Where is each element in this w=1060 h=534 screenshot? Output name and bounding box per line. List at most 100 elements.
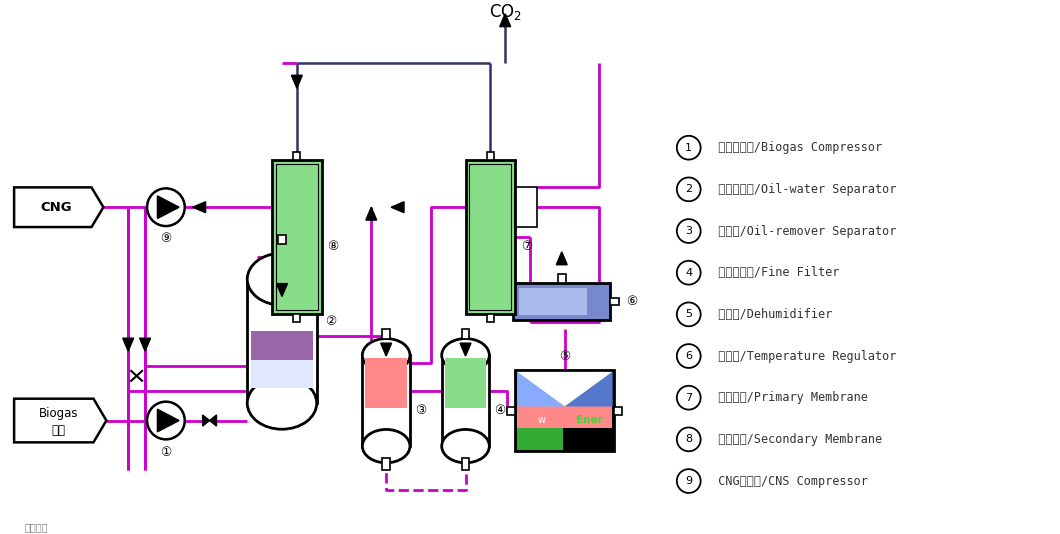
Text: 沼气提纯: 沼气提纯 (24, 523, 48, 533)
Ellipse shape (247, 377, 317, 429)
Polygon shape (140, 338, 151, 351)
Bar (442, 355, 490, 446)
Bar (294, 314, 300, 322)
Circle shape (147, 189, 184, 226)
Text: ④: ④ (494, 404, 506, 417)
Text: Biogas: Biogas (39, 407, 78, 420)
Polygon shape (517, 372, 613, 406)
Bar (465, 160, 515, 314)
Polygon shape (556, 252, 567, 265)
Bar (558, 274, 566, 282)
Text: ⑨: ⑨ (160, 232, 172, 246)
Bar (294, 152, 300, 160)
Bar (276, 164, 318, 310)
Polygon shape (517, 372, 565, 406)
Bar (445, 358, 487, 408)
Bar (247, 279, 317, 403)
Bar (251, 360, 313, 388)
Text: 油水分离器/Oil-water Separator: 油水分离器/Oil-water Separator (704, 183, 896, 196)
Bar (383, 458, 390, 470)
Circle shape (677, 386, 701, 410)
Circle shape (677, 261, 701, 285)
Bar (383, 328, 390, 339)
Text: CNG: CNG (40, 201, 72, 214)
Text: 4: 4 (685, 268, 692, 278)
Bar (366, 358, 407, 408)
Circle shape (677, 469, 701, 493)
Text: 3: 3 (685, 226, 692, 236)
Ellipse shape (247, 253, 317, 305)
Ellipse shape (363, 429, 410, 463)
Text: w: w (537, 415, 546, 426)
Circle shape (677, 427, 701, 451)
Bar (515, 370, 615, 451)
Polygon shape (158, 196, 179, 218)
Bar (461, 328, 470, 339)
Text: $\mathregular{CO_2}$: $\mathregular{CO_2}$ (489, 2, 522, 22)
Text: 2: 2 (685, 184, 692, 194)
Bar (251, 331, 313, 366)
Circle shape (677, 177, 701, 201)
Polygon shape (366, 207, 376, 220)
Polygon shape (193, 202, 206, 213)
Circle shape (677, 219, 701, 243)
Bar (272, 160, 321, 314)
Bar (278, 234, 286, 245)
Polygon shape (381, 343, 391, 356)
Polygon shape (202, 415, 210, 426)
Text: 精密过滤器/Fine Filter: 精密过滤器/Fine Filter (704, 266, 840, 279)
Text: ⑤: ⑤ (559, 350, 570, 363)
Bar (507, 406, 515, 414)
Bar (611, 297, 619, 305)
Bar (517, 406, 613, 428)
Polygon shape (565, 372, 613, 406)
Bar (363, 355, 410, 446)
Bar (517, 428, 563, 450)
Text: 二级膜件/Secondary Membrane: 二级膜件/Secondary Membrane (704, 433, 882, 446)
Text: ⑦: ⑦ (522, 240, 532, 254)
Text: 除湿器/Dehumidifier: 除湿器/Dehumidifier (704, 308, 832, 321)
Text: 5: 5 (685, 309, 692, 319)
Bar (487, 152, 494, 160)
Text: Ener: Ener (577, 415, 603, 426)
Circle shape (677, 136, 701, 160)
Text: 6: 6 (685, 351, 692, 361)
Text: ⑧: ⑧ (328, 240, 339, 254)
Polygon shape (292, 75, 302, 88)
Circle shape (677, 344, 701, 368)
Text: 9: 9 (685, 476, 692, 486)
Text: ①: ① (160, 446, 172, 459)
Bar (515, 187, 537, 227)
Bar (513, 282, 611, 320)
Bar (461, 458, 470, 470)
Text: CNG压缩机/CNS Compressor: CNG压缩机/CNS Compressor (704, 475, 867, 488)
Text: 8: 8 (685, 434, 692, 444)
Text: 除油器/Oil-remover Separator: 除油器/Oil-remover Separator (704, 224, 896, 238)
Text: 沼气: 沼气 (52, 424, 66, 437)
Text: 7: 7 (685, 392, 692, 403)
Polygon shape (277, 284, 287, 296)
Polygon shape (460, 343, 471, 356)
Text: 1: 1 (685, 143, 692, 153)
Polygon shape (158, 409, 179, 432)
Ellipse shape (363, 339, 410, 372)
Ellipse shape (442, 339, 490, 372)
Circle shape (147, 402, 184, 439)
Text: 一级膜件/Primary Membrane: 一级膜件/Primary Membrane (704, 391, 867, 404)
Text: ③: ③ (414, 404, 426, 417)
Polygon shape (517, 372, 613, 415)
Polygon shape (14, 187, 104, 227)
Polygon shape (499, 14, 511, 27)
Polygon shape (123, 338, 134, 351)
Text: ⑥: ⑥ (626, 295, 638, 308)
Text: 调湿器/Temperature Regulator: 调湿器/Temperature Regulator (704, 350, 896, 363)
Polygon shape (391, 202, 404, 213)
Bar (487, 314, 494, 322)
Polygon shape (210, 415, 216, 426)
Ellipse shape (442, 429, 490, 463)
Bar (519, 288, 587, 316)
Text: ②: ② (324, 315, 336, 328)
Circle shape (677, 302, 701, 326)
Polygon shape (14, 399, 106, 442)
Bar (615, 406, 622, 414)
